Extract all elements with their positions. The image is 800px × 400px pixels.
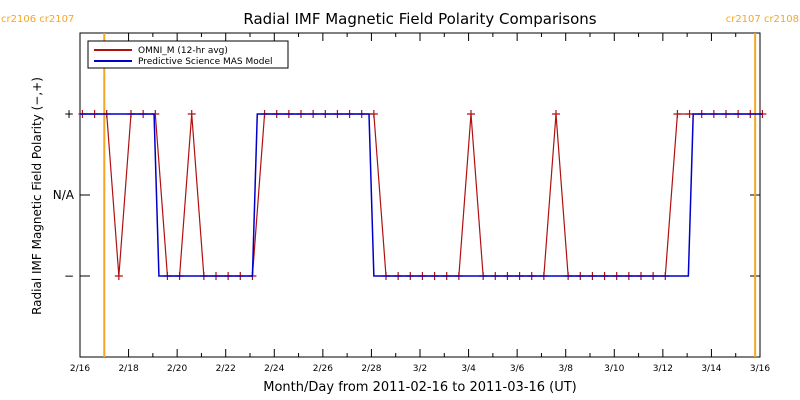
legend: OMNI_M (12-hr avg)Predictive Science MAS… bbox=[87, 40, 289, 69]
x-axis-label: Month/Day from 2011-02-16 to 2011-03-16 … bbox=[263, 380, 576, 395]
plot-frame bbox=[79, 32, 761, 358]
y-axis-label: Radial IMF Magnetic Field Polarity (−,+) bbox=[30, 77, 44, 315]
legend-box bbox=[87, 40, 289, 69]
x-tick-label: 2/20 bbox=[167, 364, 187, 374]
y-tick-label: N/A bbox=[53, 188, 75, 202]
x-tick-label: 2/28 bbox=[361, 364, 381, 374]
x-tick-label: 2/16 bbox=[70, 364, 90, 374]
legend-label: OMNI_M (12-hr avg) bbox=[138, 46, 228, 56]
rotation-label: cr2106 cr2107 bbox=[1, 14, 74, 25]
data-point-marker bbox=[685, 110, 694, 118]
x-tick-label: 2/22 bbox=[216, 364, 236, 374]
data-point-marker bbox=[187, 110, 196, 118]
series-line-mas-model bbox=[80, 113, 763, 277]
plot-frame-group: 2/16 2/18 2/20 2/22 2/24 2/26 2/28 3/2 3/4 3/6 3/8… bbox=[53, 32, 770, 374]
x-tick-label: 3/14 bbox=[701, 364, 721, 374]
x-tick-label: 2/24 bbox=[264, 364, 284, 374]
x-tick-label: 2/18 bbox=[118, 364, 138, 374]
x-tick-label: 3/2 bbox=[413, 364, 427, 374]
legend-label: Predictive Science MAS Model bbox=[138, 57, 273, 67]
chart-title: Radial IMF Magnetic Field Polarity Compa… bbox=[243, 10, 596, 28]
data-point-marker bbox=[552, 110, 560, 118]
x-tick-label: 3/4 bbox=[461, 364, 476, 374]
y-tick-label: + bbox=[64, 107, 74, 121]
x-tick-label: 3/6 bbox=[510, 364, 525, 374]
x-tick-label: 3/10 bbox=[604, 364, 624, 374]
rotation-label: cr2107 cr2108 bbox=[726, 14, 799, 25]
series-line-omni bbox=[82, 113, 763, 277]
carrington-rotation-markers: cr2106 cr2107 cr2107 cr2108 bbox=[1, 14, 799, 357]
x-tick-label: 3/12 bbox=[653, 364, 673, 374]
y-tick-label: − bbox=[64, 269, 74, 283]
x-tick-label: 3/16 bbox=[750, 364, 770, 374]
data-point-marker bbox=[467, 110, 475, 118]
data-point-marker bbox=[114, 272, 123, 280]
series-group bbox=[78, 110, 767, 280]
x-tick-label: 2/26 bbox=[313, 364, 333, 374]
data-point-marker bbox=[369, 110, 378, 118]
data-point-marker bbox=[673, 110, 682, 118]
x-tick-label: 3/8 bbox=[558, 364, 573, 374]
